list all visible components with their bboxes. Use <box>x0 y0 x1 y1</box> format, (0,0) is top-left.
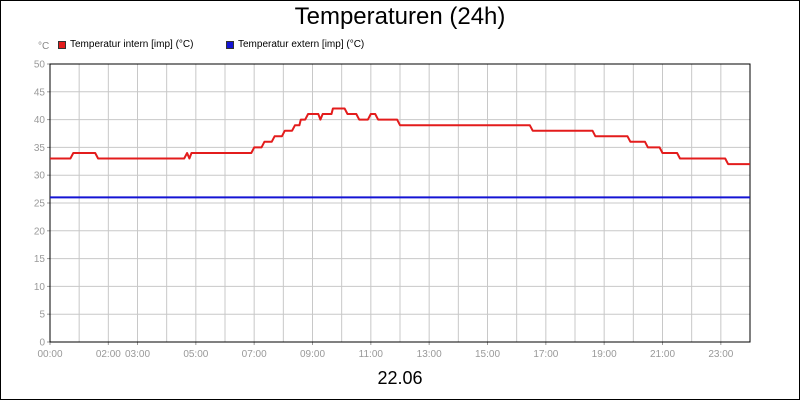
x-tick-label: 05:00 <box>183 349 208 360</box>
x-tick-label: 09:00 <box>300 349 325 360</box>
x-tick-label: 03:00 <box>125 349 150 360</box>
chart-subtitle: 22.06 <box>377 368 423 388</box>
legend-label-intern: Temperatur intern [imp] (°C) <box>70 39 194 50</box>
series-line-intern <box>50 107 750 166</box>
x-tick-label: 07:00 <box>242 349 267 360</box>
x-tick-label: 21:00 <box>650 349 675 360</box>
y-tick-label: 0 <box>39 338 45 349</box>
y-tick-label: 40 <box>34 115 46 126</box>
legend-swatch-extern <box>226 41 234 49</box>
x-tick-label: 11:00 <box>359 349 384 360</box>
y-axis-unit: °C <box>38 41 50 52</box>
y-tick-label: 10 <box>34 282 46 293</box>
legend-label-extern: Temperatur extern [imp] (°C) <box>238 39 365 50</box>
x-tick-label: 19:00 <box>592 349 617 360</box>
chart-title: Temperaturen (24h) <box>294 3 506 30</box>
y-tick-label: 25 <box>34 199 46 210</box>
x-tick-label: 13:00 <box>417 349 442 360</box>
y-tick-label: 15 <box>34 254 46 265</box>
y-tick-label: 45 <box>34 87 46 98</box>
x-tick-label: 15:00 <box>475 349 500 360</box>
x-tick-label: 23:00 <box>708 349 733 360</box>
y-tick-label: 35 <box>34 143 46 154</box>
y-tick-label: 50 <box>34 60 46 71</box>
x-tick-label: 17:00 <box>533 349 558 360</box>
x-tick-label: 02:00 <box>96 349 121 360</box>
plot-area-border <box>49 63 751 343</box>
y-tick-label: 5 <box>39 310 45 321</box>
x-tick-label: 00:00 <box>37 349 62 360</box>
y-tick-label: 20 <box>34 226 46 237</box>
legend-swatch-intern <box>58 41 66 49</box>
y-tick-label: 30 <box>34 171 46 182</box>
